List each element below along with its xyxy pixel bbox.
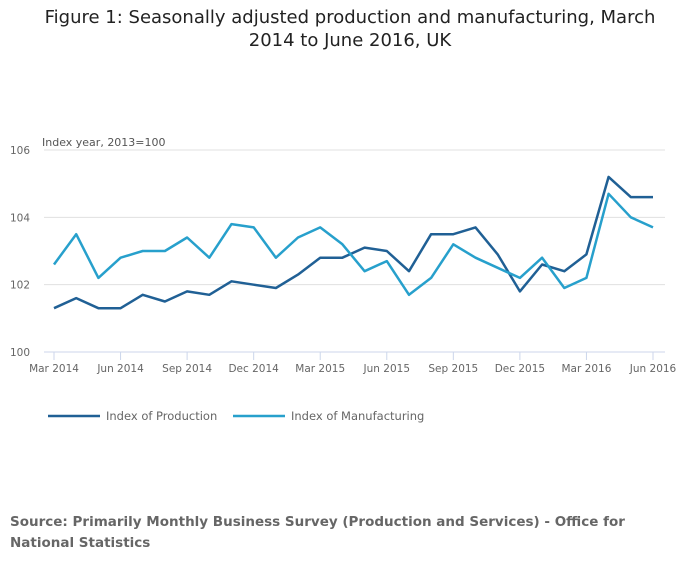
y-tick-label: 106 bbox=[10, 145, 30, 157]
x-tick-label: Jun 2016 bbox=[629, 363, 677, 375]
x-tick-label: Mar 2016 bbox=[562, 363, 612, 375]
x-tick-label: Jun 2015 bbox=[363, 363, 410, 375]
y-tick-label: 102 bbox=[10, 280, 30, 292]
x-tick-label: Dec 2014 bbox=[228, 363, 279, 375]
x-tick-label: Mar 2014 bbox=[29, 363, 79, 375]
x-tick-label: Dec 2015 bbox=[495, 363, 545, 375]
y-tick-label: 100 bbox=[10, 347, 30, 359]
x-tick-label: Mar 2015 bbox=[295, 363, 345, 375]
series-line-production bbox=[53, 175, 653, 310]
source-note: Source: Primarily Monthly Business Surve… bbox=[10, 514, 625, 551]
series-line-manufacturing bbox=[52, 192, 654, 297]
x-tick-label: Jun 2014 bbox=[96, 363, 144, 375]
legend-label: Index of Production bbox=[106, 409, 217, 423]
y-axis-label: Index year, 2013=100 bbox=[42, 136, 166, 149]
chart-title: Figure 1: Seasonally adjusted production… bbox=[44, 7, 656, 51]
x-tick-label: Sep 2015 bbox=[428, 363, 478, 375]
y-tick-label: 104 bbox=[10, 212, 30, 224]
x-tick-label: Sep 2014 bbox=[162, 363, 212, 375]
legend-label: Index of Manufacturing bbox=[291, 409, 424, 423]
